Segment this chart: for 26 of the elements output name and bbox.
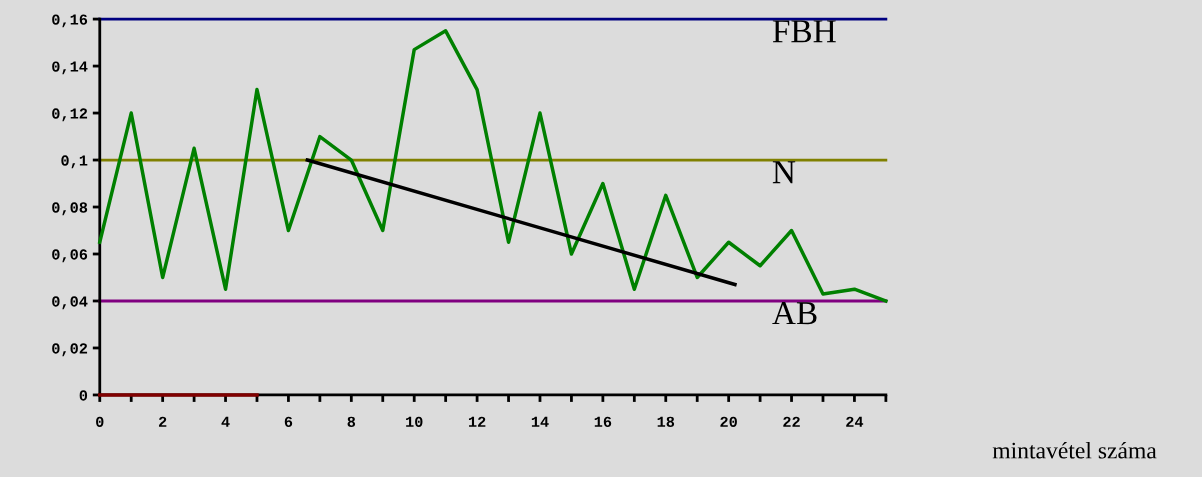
- x-tick-label: 18: [657, 416, 675, 428]
- y-tick-label: 0,08: [52, 202, 88, 216]
- x-tick-label: 0: [96, 416, 104, 428]
- x-tick-label: 24: [846, 416, 864, 427]
- x-tick-label: 12: [468, 416, 486, 427]
- x-tick-label: 6: [284, 416, 293, 428]
- x-tick-label: 22: [783, 416, 800, 427]
- ref-line-label: FBH: [772, 20, 836, 43]
- ref-line-label: AB: [772, 302, 817, 325]
- y-tick-label: 0,16: [52, 14, 88, 28]
- x-tick-label: 20: [720, 416, 737, 428]
- y-tick-label: 0,06: [52, 249, 88, 263]
- y-tick-label: 0,04: [52, 296, 88, 310]
- x-tick-label: 10: [406, 416, 423, 428]
- ref-line-label: N: [772, 161, 796, 184]
- y-tick-label: 0,02: [52, 343, 88, 357]
- x-tick-label: 14: [531, 416, 549, 427]
- x-tick-label: 2: [158, 416, 167, 427]
- x-tick-label: 4: [221, 416, 230, 427]
- x-tick-label: 8: [347, 416, 356, 428]
- y-tick-label: 0,12: [52, 108, 88, 122]
- y-tick-label: 0,1: [61, 155, 88, 169]
- x-axis-title: mintavétel száma: [992, 441, 1157, 459]
- y-tick-label: 0,14: [52, 61, 88, 75]
- y-tick-label: 0: [79, 390, 88, 401]
- x-tick-label: 16: [594, 416, 612, 428]
